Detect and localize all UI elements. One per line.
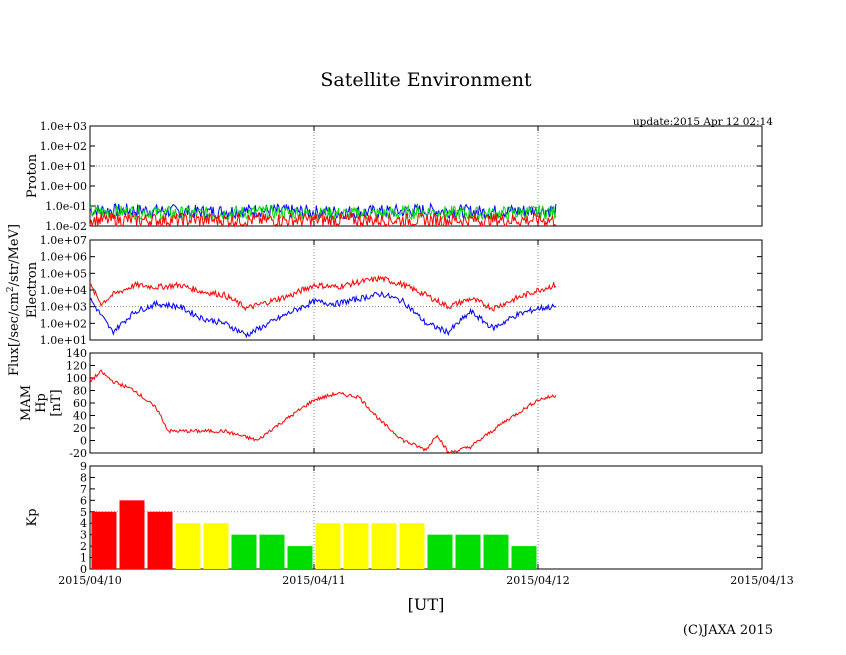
y-tick-label: 120 (66, 360, 87, 373)
y-tick-label: 40 (73, 410, 87, 423)
y-tick-label: 1.0e+03 (40, 301, 87, 314)
y-tick-label: 0 (80, 435, 87, 448)
y-axis-label-text: Electron (25, 261, 40, 318)
kp-bar (231, 534, 257, 569)
copyright: (C)JAXA 2015 (683, 623, 773, 638)
y-axis-label-kp: Kp (25, 508, 40, 526)
y-axis-label-text: Kp (25, 508, 40, 526)
panels: 1.0e-021.0e-011.0e+001.0e+011.0e+021.0e+… (19, 120, 794, 587)
series-line-red (89, 369, 557, 454)
chart-title: Satellite Environment (320, 69, 532, 91)
y-tick-label: 1 (80, 552, 87, 565)
y-tick-label: 1.0e+03 (40, 120, 87, 133)
x-tick-label: 2015/04/13 (730, 574, 793, 587)
panel-electron: 1.0e+01 1.0e+02 1.0e+03 1.0e+04 1.0e+05 1.0e+… (25, 234, 763, 347)
kp-bar (343, 523, 369, 569)
series-line-red (89, 211, 557, 228)
series-line-blue (89, 290, 557, 339)
kp-bar (91, 511, 117, 569)
kp-bar (455, 534, 481, 569)
update-timestamp: update:2015 Apr 12 02:14 (633, 116, 773, 128)
y-tick-label: 1.0e+04 (40, 284, 87, 297)
kp-bar (483, 534, 509, 569)
y-axis-label-proton: Proton (25, 153, 40, 198)
y-tick-label: 2 (80, 540, 87, 553)
panel-frame (89, 125, 763, 227)
y-tick-label: 0 (80, 563, 87, 576)
y-axis-label-electron: Electron (25, 261, 40, 318)
y-tick-label: 4 (80, 517, 87, 530)
y-tick-label: 1.0e+01 (40, 334, 87, 347)
x-tick-label: 2015/04/10 (58, 574, 121, 587)
kp-bar (315, 523, 341, 569)
x-tick-label: 2015/04/11 (282, 574, 345, 587)
y-tick-label: 60 (73, 397, 87, 410)
panel-frame (89, 352, 763, 454)
flux-axis-label: Flux[/sec/cm2/str/MeV] (6, 224, 22, 376)
flux-label-part: /str/MeV] (7, 224, 22, 286)
y-tick-label: 1.0e+02 (40, 140, 87, 153)
kp-bar (147, 511, 173, 569)
x-axis-label: [UT] (408, 595, 445, 614)
y-tick-label: 1.0e+01 (40, 160, 87, 173)
kp-bar (259, 534, 285, 569)
y-tick-label: 1.0e-01 (45, 200, 87, 213)
panel-proton: 1.0e-02 1.0e-01 1.0e+00 1.0e+01 1.0e+02 1.0e+… (25, 120, 763, 233)
y-tick-label: 140 (66, 347, 87, 360)
y-tick-label: 100 (66, 372, 87, 385)
panel-frame (89, 239, 763, 341)
y-axis-label-text: [nT] (49, 389, 64, 416)
y-tick-label: 1.0e+02 (40, 317, 87, 330)
flux-label-text: Flux[/sec/cm2/str/MeV] (6, 224, 22, 376)
y-tick-label: 9 (80, 460, 87, 473)
panel-frame (89, 465, 763, 570)
kp-bar (119, 500, 145, 569)
y-axis-label-text: Proton (25, 153, 40, 198)
y-tick-label: 1.0e+05 (40, 267, 87, 280)
y-tick-label: 1.0e+00 (40, 180, 87, 193)
y-tick-label: 3 (80, 529, 87, 542)
flux-label-superscript: 2 (6, 286, 16, 292)
y-tick-label: 80 (73, 385, 87, 398)
y-axis-label-text: MAM (19, 385, 34, 421)
y-tick-label: 20 (73, 422, 87, 435)
kp-bar (175, 523, 201, 569)
y-tick-label: 7 (80, 483, 87, 496)
y-axis-label-text: Hp (34, 393, 49, 413)
kp-bar (287, 546, 313, 569)
y-tick-label: 8 (80, 471, 87, 484)
kp-bar (399, 523, 425, 569)
kp-bar (371, 523, 397, 569)
kp-bar (203, 523, 229, 569)
kp-bar (511, 546, 537, 569)
flux-label-part: Flux[/sec/cm (7, 292, 22, 376)
y-tick-label: 1.0e+06 (40, 251, 87, 264)
series-line-red (89, 274, 557, 312)
y-axis-label-mam_hp: MAM Hp [nT] (19, 385, 64, 421)
x-tick-label: 2015/04/12 (506, 574, 569, 587)
y-tick-label: 1.0e-02 (45, 220, 87, 233)
y-tick-label: 6 (80, 494, 87, 507)
y-tick-label: 1.0e+07 (40, 234, 87, 247)
y-tick-label: -20 (69, 447, 87, 460)
kp-bar (427, 534, 453, 569)
y-tick-label: 5 (80, 506, 87, 519)
